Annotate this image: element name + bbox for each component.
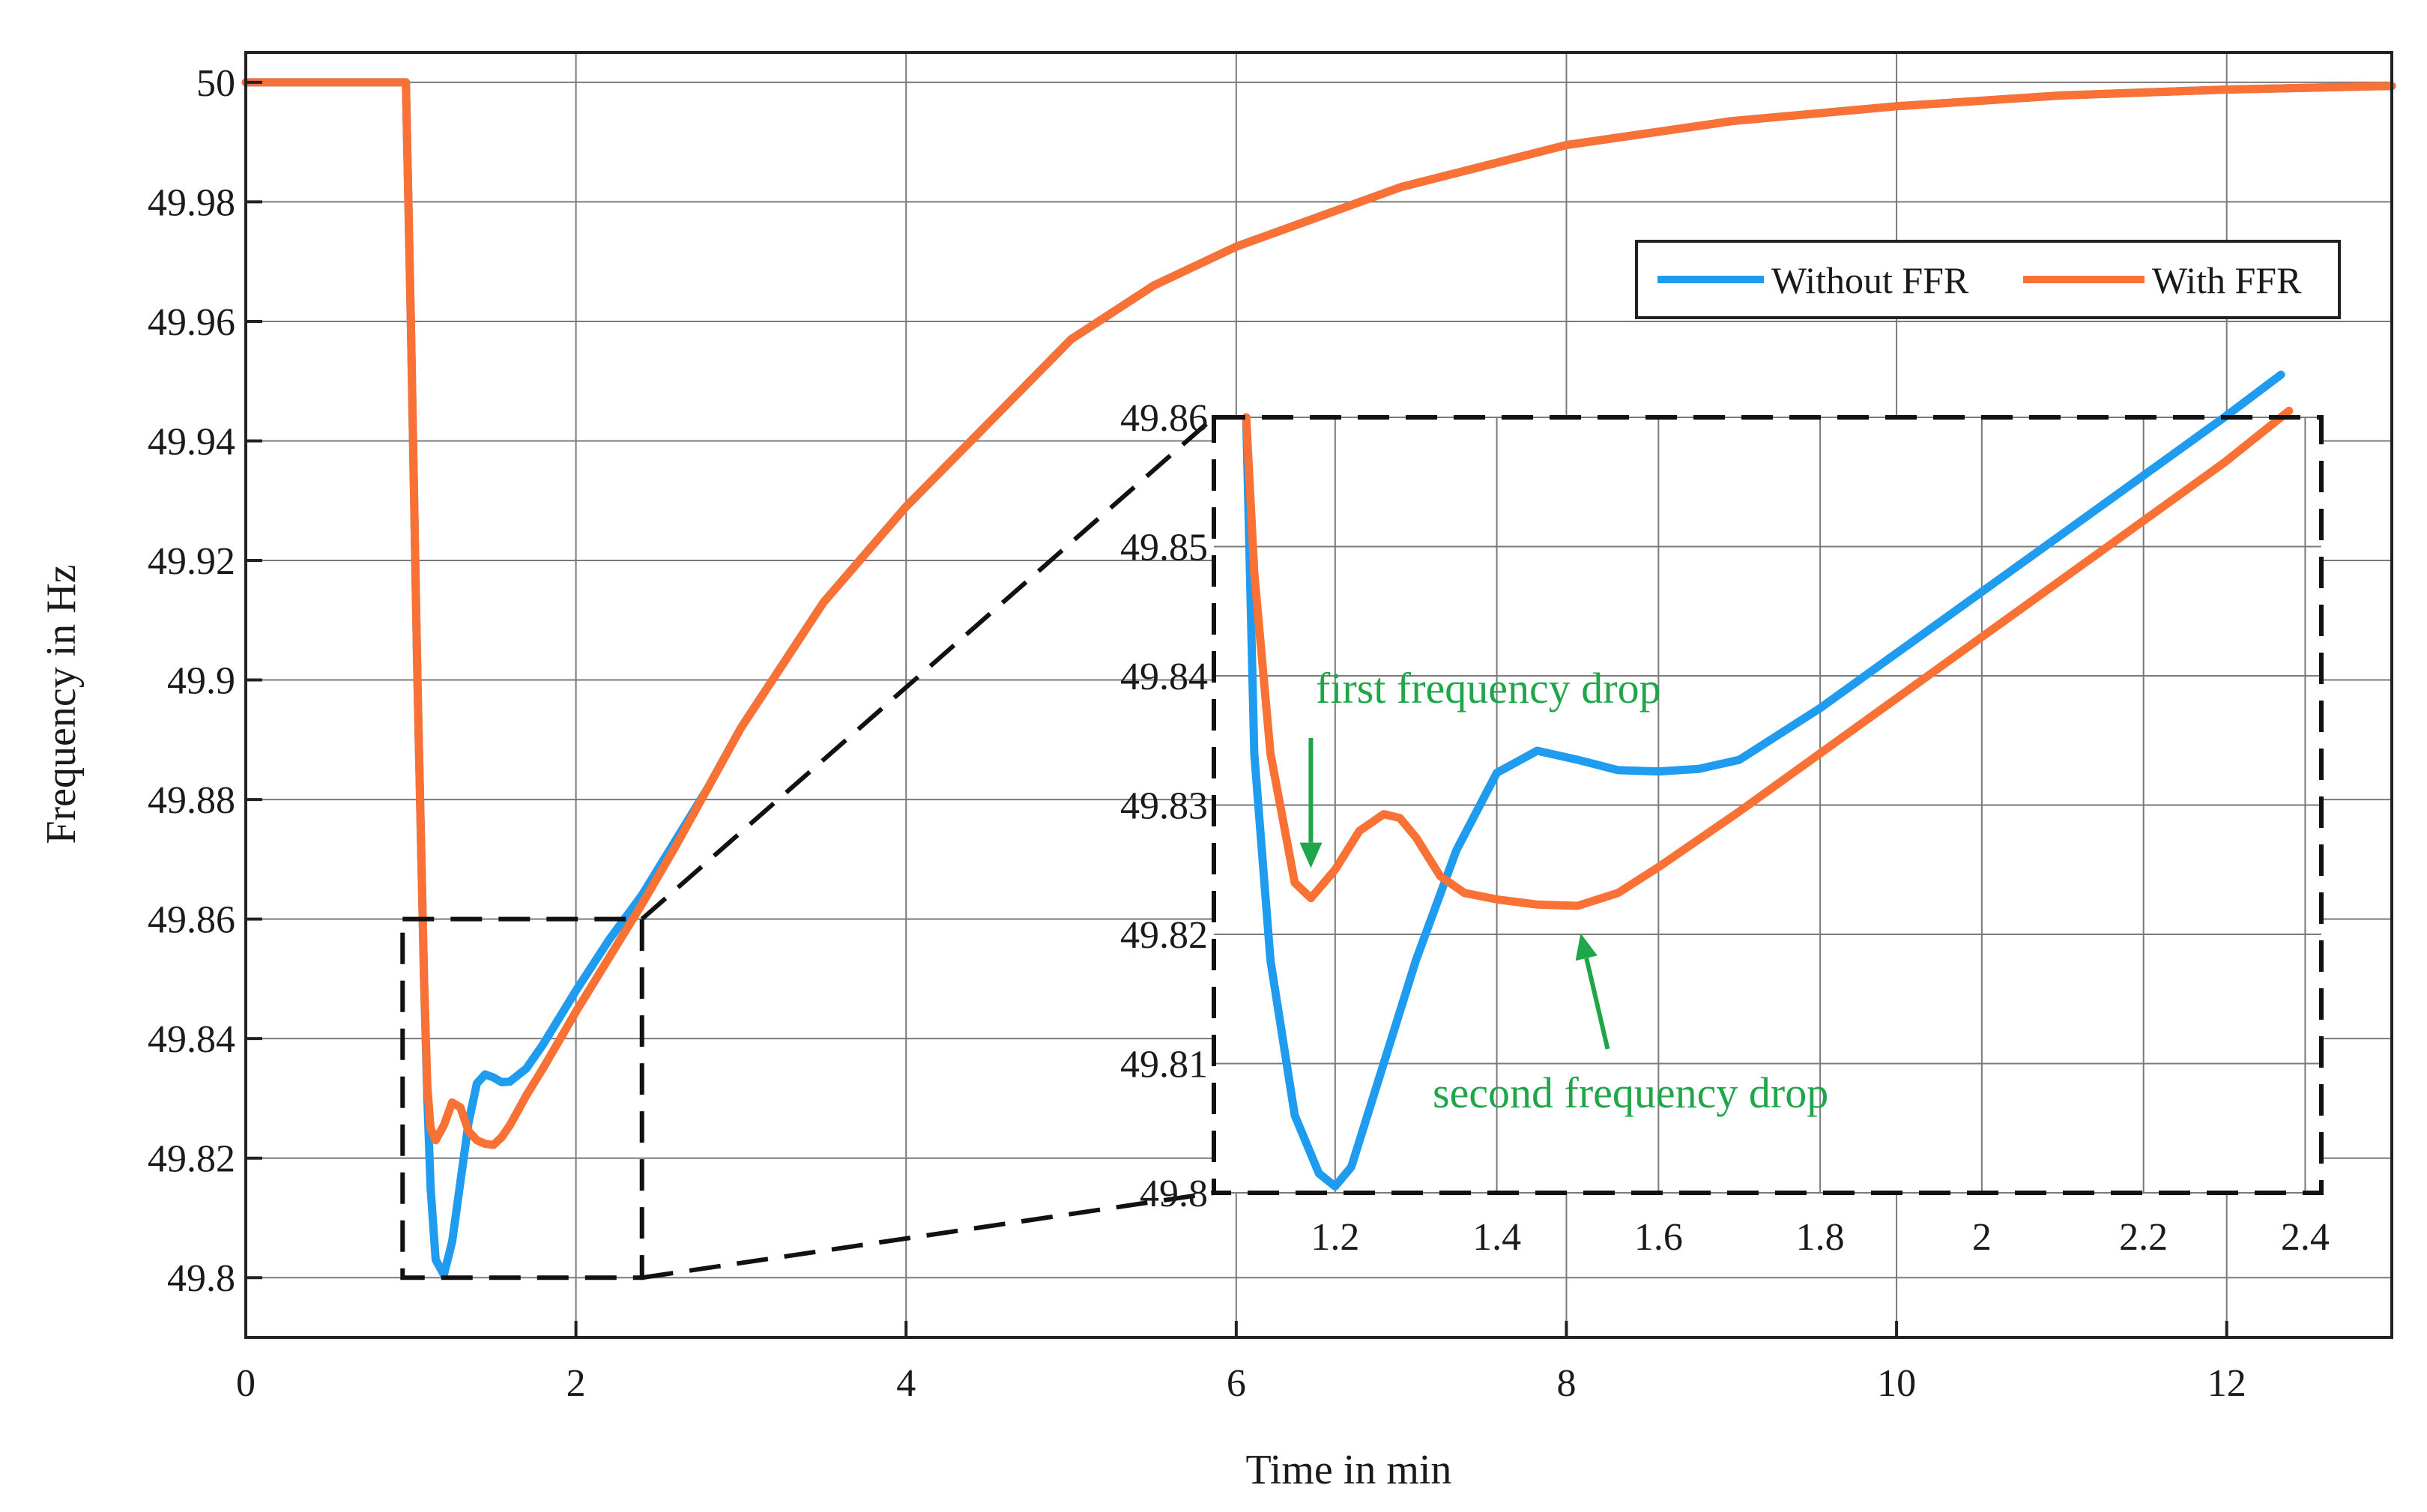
legend: Without FFR With FFR xyxy=(1635,240,2341,319)
inset-x-tick-label-5: 2.2 xyxy=(2119,1216,2168,1259)
main-y-tick-label-3: 49.86 xyxy=(148,899,235,942)
annotation-first-drop-arrow xyxy=(1299,738,1323,868)
inset-y-tick-label-2: 49.82 xyxy=(1120,914,1208,957)
inset-series xyxy=(1242,370,2294,1191)
main-y-tick-label-0: 49.8 xyxy=(167,1257,235,1300)
inset-x-tick-label-2: 1.6 xyxy=(1634,1216,1683,1259)
x-axis-label: Time in min xyxy=(1246,1447,1452,1493)
annotation-second-drop-label: second frequency drop xyxy=(1433,1068,1828,1117)
inset-y-tick-label-0: 49.8 xyxy=(1140,1173,1208,1215)
inset-x-tick-label-4: 2 xyxy=(1972,1216,1992,1259)
annotation-second-drop-arrow xyxy=(1575,933,1610,1050)
main-x-tick-label-5: 10 xyxy=(1877,1362,1916,1405)
main-y-tick-label-6: 49.92 xyxy=(148,540,235,583)
main-x-tick-label-2: 4 xyxy=(896,1362,916,1405)
inset-y-tick-label-6: 49.86 xyxy=(1120,397,1208,440)
legend-label-with-ffr: With FFR xyxy=(2152,259,2302,301)
inset-x-tick-label-0: 1.2 xyxy=(1311,1216,1359,1259)
main-y-tick-label-7: 49.94 xyxy=(148,420,235,463)
main-ticks: 0 2 4 6 8 10 1249.849.8249.8449.8649.8849.949.… xyxy=(148,62,2246,1405)
inset-frame xyxy=(1212,415,2324,1195)
main-y-tick-label-2: 49.84 xyxy=(148,1018,235,1061)
inset-y-tick-label-4: 49.84 xyxy=(1120,656,1208,698)
inset-y-tick-label-3: 49.83 xyxy=(1120,785,1208,828)
main-x-tick-label-6: 12 xyxy=(2207,1362,2246,1405)
inset-series-with-ffr xyxy=(1242,406,2294,910)
inset-y-tick-label-1: 49.81 xyxy=(1120,1044,1208,1086)
main-y-tick-label-8: 49.96 xyxy=(148,301,235,344)
main-series-with-ffr xyxy=(241,78,2396,1149)
zoom-connector xyxy=(400,415,1215,1280)
annotation-first-drop-label: first frequency drop xyxy=(1316,664,1661,713)
main-y-tick-label-4: 49.88 xyxy=(148,779,235,822)
inset-x-tick-label-1: 1.4 xyxy=(1472,1216,1521,1259)
inset-x-tick-label-6: 2.4 xyxy=(2281,1216,2330,1259)
zoom-connector-bottom xyxy=(641,1191,1215,1280)
inset-series-without-ffr xyxy=(1242,370,2285,1191)
main-y-tick-label-9: 49.98 xyxy=(148,181,235,224)
main-y-tick-label-10: 50 xyxy=(196,62,235,105)
annotations: first frequency drop second frequency dro… xyxy=(1299,664,1828,1117)
inset-x-tick-label-3: 1.8 xyxy=(1796,1216,1845,1259)
main-x-tick-label-3: 6 xyxy=(1227,1362,1246,1405)
legend-label-without-ffr: Without FFR xyxy=(1771,259,1969,301)
main-x-tick-label-0: 0 xyxy=(236,1362,256,1405)
main-y-tick-label-1: 49.82 xyxy=(148,1138,235,1181)
main-x-tick-label-1: 2 xyxy=(566,1362,586,1405)
inset-y-tick-label-5: 49.85 xyxy=(1120,527,1208,569)
y-axis-label: Frequency in Hz xyxy=(38,564,85,844)
main-y-tick-label-5: 49.9 xyxy=(167,660,235,703)
zoom-connector-top xyxy=(640,415,1215,921)
main-x-tick-label-4: 8 xyxy=(1556,1362,1576,1405)
main-series xyxy=(241,78,2396,1279)
main-plot-frame xyxy=(244,51,2393,1339)
zoom-box xyxy=(400,916,644,1280)
inset-ticks: 1.2 1.4 1.6 1.8 2 2.2 2.4 49.8 49.81 49.82 49.83 49… xyxy=(1120,397,2330,1259)
